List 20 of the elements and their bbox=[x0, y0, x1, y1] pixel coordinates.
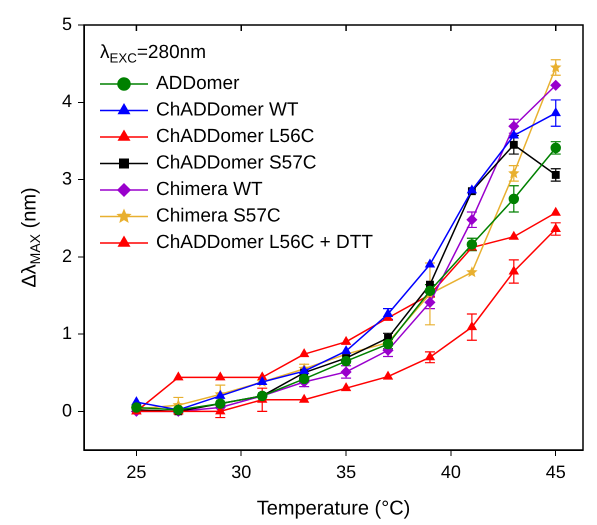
x-axis-title: Temperature (°C) bbox=[256, 498, 410, 520]
y-tick-label: 4 bbox=[62, 91, 72, 112]
legend-label: ChADDomer WT bbox=[156, 100, 299, 121]
legend-label: Chimera WT bbox=[156, 179, 264, 200]
y-tick-label: 2 bbox=[62, 246, 72, 266]
legend-label: Chimera S57C bbox=[156, 206, 281, 227]
y-axis-title: ΔλMAX (nm) bbox=[18, 187, 43, 288]
x-tick-label: 35 bbox=[336, 462, 356, 482]
x-tick-label: 30 bbox=[231, 462, 252, 482]
x-tick-label: 40 bbox=[440, 462, 461, 482]
legend-label: ChADDomer S57C bbox=[156, 152, 316, 174]
y-tick-label: 1 bbox=[62, 323, 72, 344]
legend-label: ChADDomer L56C bbox=[156, 126, 314, 148]
legend-label: ADDomer bbox=[156, 73, 240, 94]
y-tick-label: 3 bbox=[62, 168, 72, 189]
y-tick-label: 0 bbox=[62, 400, 72, 420]
legend-label: ChADDomer L56C + DTT bbox=[156, 232, 374, 254]
x-tick-label: 45 bbox=[546, 462, 566, 482]
y-tick-label: 5 bbox=[62, 14, 72, 34]
x-tick-label: 25 bbox=[126, 462, 146, 482]
